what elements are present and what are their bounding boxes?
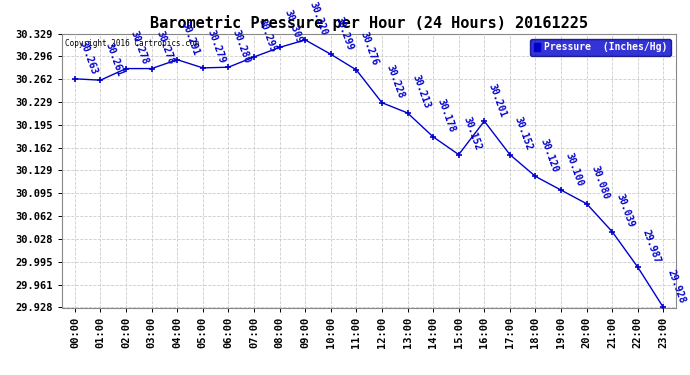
Text: 30.152: 30.152	[461, 115, 483, 152]
Text: 30.320: 30.320	[308, 1, 329, 37]
Text: 30.080: 30.080	[589, 165, 611, 201]
Text: 30.228: 30.228	[384, 63, 406, 100]
Text: 30.178: 30.178	[435, 98, 457, 134]
Text: 29.928: 29.928	[666, 268, 687, 305]
Text: 30.039: 30.039	[615, 192, 636, 229]
Text: 30.299: 30.299	[333, 15, 355, 51]
Text: 30.309: 30.309	[282, 8, 304, 45]
Text: 30.201: 30.201	[487, 82, 509, 118]
Text: 30.295: 30.295	[257, 18, 278, 54]
Text: 30.280: 30.280	[231, 28, 253, 64]
Text: 30.152: 30.152	[513, 115, 534, 152]
Text: 30.279: 30.279	[206, 28, 227, 65]
Text: 30.120: 30.120	[538, 137, 560, 174]
Text: 29.987: 29.987	[640, 228, 662, 264]
Legend: Pressure  (Inches/Hg): Pressure (Inches/Hg)	[531, 39, 671, 56]
Text: 30.263: 30.263	[77, 39, 99, 76]
Text: 30.278: 30.278	[128, 29, 150, 66]
Text: Copyright 2016 Cartropics.com: Copyright 2016 Cartropics.com	[65, 39, 199, 48]
Text: 30.261: 30.261	[103, 41, 124, 78]
Title: Barometric Pressure per Hour (24 Hours) 20161225: Barometric Pressure per Hour (24 Hours) …	[150, 15, 588, 31]
Text: 30.291: 30.291	[180, 20, 201, 57]
Text: 30.213: 30.213	[410, 74, 431, 110]
Text: 30.276: 30.276	[359, 31, 380, 67]
Text: 30.100: 30.100	[564, 151, 585, 188]
Text: 30.278: 30.278	[154, 29, 176, 66]
